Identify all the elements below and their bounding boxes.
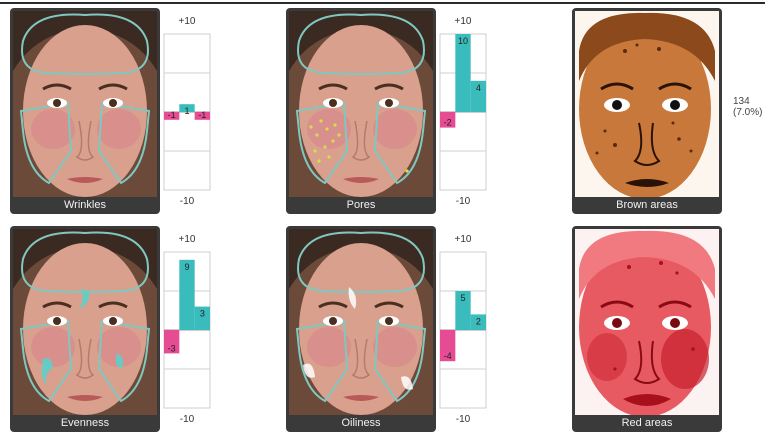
wrinkles-score-chart: +10 -1 1 -1 -10	[162, 16, 212, 207]
red-areas-label: Red areas	[621, 417, 673, 429]
score-bar	[179, 104, 195, 112]
evenness-bars: -3 9 3	[163, 251, 211, 409]
pores-face-photo	[289, 11, 433, 197]
scale-max-label: +10	[178, 234, 196, 245]
score-value-label: -1	[168, 110, 176, 120]
wrinkles-bars: -1 1 -1	[163, 33, 211, 191]
evenness-label: Evenness	[60, 417, 110, 429]
evenness-face-photo	[13, 229, 157, 415]
score-bar	[455, 291, 471, 330]
oiliness-label: Oiliness	[341, 417, 381, 429]
wrinkles-label: Wrinkles	[64, 199, 106, 211]
wrinkles-card[interactable]: Wrinkles	[10, 8, 160, 214]
top-divider	[0, 2, 765, 4]
oiliness-card[interactable]: Oiliness	[286, 226, 436, 432]
score-bar	[194, 306, 210, 330]
score-value-label: 9	[184, 262, 189, 272]
oiliness-face-photo	[289, 229, 433, 415]
pores-bars: -2 10 4	[439, 33, 487, 191]
score-bar	[440, 112, 456, 128]
score-bar	[470, 80, 486, 112]
scale-min-label: -10	[455, 414, 471, 425]
score-bar	[164, 330, 180, 354]
score-bar	[440, 330, 456, 362]
oiliness-score-chart: +10 -4 5 2 -10	[438, 234, 488, 425]
score-bar	[455, 34, 471, 112]
scale-max-label: +10	[454, 16, 472, 27]
score-value-label: 2	[476, 316, 481, 326]
score-value-label: -2	[444, 118, 452, 128]
brown-areas-face-photo	[575, 11, 719, 197]
wrinkles-face-photo	[13, 11, 157, 197]
brown-areas-percent: (7.0%)	[733, 107, 763, 118]
red-areas-face-photo	[575, 229, 719, 415]
brown-areas-count: 134	[733, 96, 750, 107]
score-value-label: -3	[168, 343, 176, 353]
evenness-card[interactable]: Evenness	[10, 226, 160, 432]
score-value-label: 1	[184, 106, 189, 116]
brown-areas-label: Brown areas	[616, 199, 678, 211]
score-value-label: 5	[460, 293, 465, 303]
score-bar	[194, 112, 210, 120]
pores-score-chart: +10 -2 10 4 -10	[438, 16, 488, 207]
scale-max-label: +10	[454, 234, 472, 245]
score-value-label: 10	[458, 36, 468, 46]
score-value-label: -1	[198, 110, 206, 120]
score-bar	[179, 259, 195, 330]
brown-areas-stats: 134 (7.0%)	[733, 96, 762, 118]
scale-min-label: -10	[179, 196, 195, 207]
pores-label: Pores	[346, 199, 376, 211]
brown-areas-card[interactable]: Brown areas	[572, 8, 722, 214]
evenness-score-chart: +10 -3 9 3 -10	[162, 234, 212, 425]
score-bar	[470, 314, 486, 330]
oiliness-bars: -4 5 2	[439, 251, 487, 409]
scale-max-label: +10	[178, 16, 196, 27]
scale-min-label: -10	[455, 196, 471, 207]
score-value-label: 4	[476, 83, 481, 93]
score-value-label: -4	[444, 351, 452, 361]
pores-card[interactable]: Pores	[286, 8, 436, 214]
scale-min-label: -10	[179, 414, 195, 425]
red-areas-card[interactable]: Red areas	[572, 226, 722, 432]
score-bar	[164, 112, 180, 120]
score-value-label: 3	[200, 309, 205, 319]
